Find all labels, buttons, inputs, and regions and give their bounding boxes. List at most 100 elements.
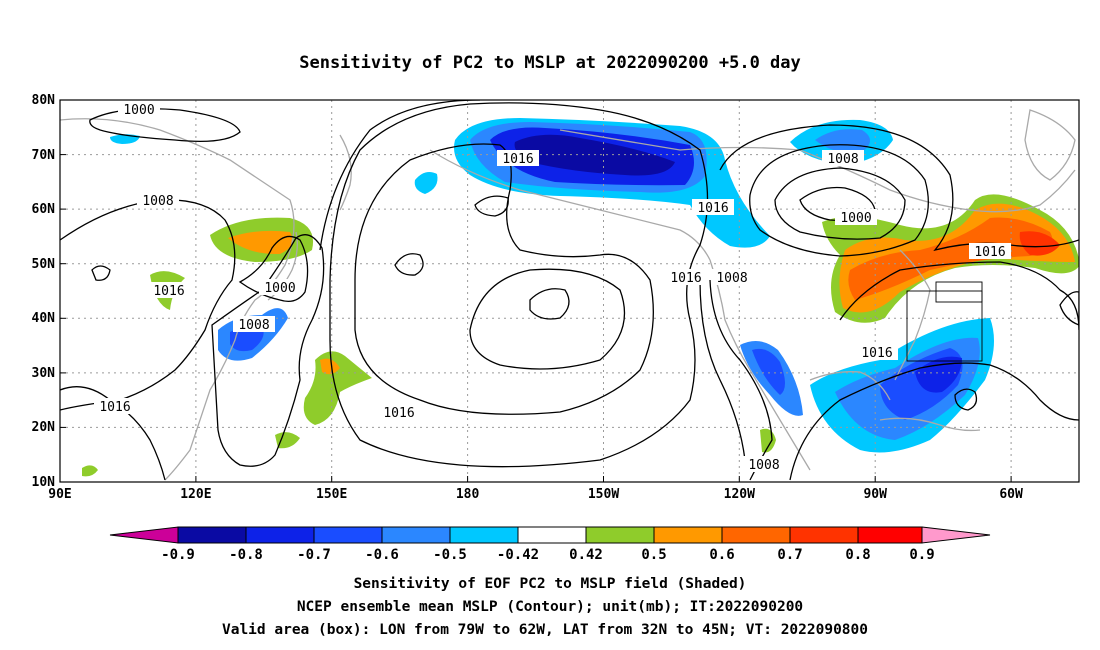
contour-label: 1016 <box>670 271 701 286</box>
sensitivity-shading <box>82 118 1079 477</box>
colorbar-label: 0.6 <box>709 547 734 563</box>
lat-tick-label: 50N <box>32 257 56 272</box>
colorbar-cell-11 <box>857 526 923 544</box>
contour-label: 1000 <box>840 211 871 226</box>
contour-label: 1008 <box>142 194 173 209</box>
lat-tick-label: 60N <box>32 202 56 217</box>
contour-label: 1016 <box>502 152 533 167</box>
caption-line-2: NCEP ensemble mean MSLP (Contour); unit(… <box>297 599 803 615</box>
colorbar-cell-10 <box>789 526 859 544</box>
coast-eastus <box>894 249 931 381</box>
lon-tick-label: 150E <box>316 487 347 502</box>
chart-title: Sensitivity of PC2 to MSLP at 2022090200… <box>299 53 801 73</box>
contour-1024-pacific <box>469 268 626 370</box>
contour-label: 1008 <box>238 318 269 333</box>
contour-label: 1008 <box>716 271 747 286</box>
lat-tick-label: 30N <box>32 366 56 381</box>
contour-label: 1016 <box>861 346 892 361</box>
contour-1016-pacific-inner <box>354 143 654 415</box>
contour-1000-asia <box>238 235 309 303</box>
contour-label: 1008 <box>748 458 779 473</box>
contour-labels: 1000 1016 1008 1008 1016 1000 1008 1016 … <box>94 101 1011 473</box>
contour-label: 1016 <box>153 284 184 299</box>
map-ticks <box>60 99 1012 483</box>
contour-label: 1008 <box>827 152 858 167</box>
contour-pacific-small1 <box>394 253 424 276</box>
colorbar-cell-6 <box>517 526 587 544</box>
map-grid <box>60 100 1079 482</box>
valid-box-tab <box>935 281 983 303</box>
map-frame <box>59 99 1080 483</box>
coast-alaska <box>429 149 711 261</box>
colorbar <box>109 526 991 544</box>
contour-1016-subtropic <box>789 362 1079 481</box>
shade-negative-canada-core <box>815 129 870 153</box>
contour-small-asia <box>91 265 111 281</box>
lat-axis-labels: 80N 70N 60N 50N 40N 30N 20N 10N <box>32 93 56 490</box>
shade-negative-small1 <box>414 172 438 194</box>
colorbar-label: 0.5 <box>641 547 666 563</box>
coast-asia <box>60 118 295 481</box>
lon-tick-label: 120E <box>180 487 211 502</box>
contour-label: 1016 <box>383 406 414 421</box>
colorbar-label: 0.7 <box>777 547 802 563</box>
colorbar-cell-5 <box>449 526 519 544</box>
caption-line-1: Sensitivity of EOF PC2 to MSLP field (Sh… <box>354 576 747 592</box>
colorbar-cell-8 <box>653 526 723 544</box>
colorbar-labels: -0.9 -0.8 -0.7 -0.6 -0.5 -0.42 0.42 0.5 … <box>161 547 935 563</box>
contour-1024-pacific-inner <box>529 288 570 320</box>
contour-1008-asia <box>211 234 325 467</box>
coast-canada-arctic <box>559 129 1076 213</box>
contour-label: 1000 <box>264 281 295 296</box>
lon-tick-label: 90E <box>48 487 71 502</box>
lon-tick-label: 150W <box>588 487 619 502</box>
contour-atlantic-low <box>954 388 978 411</box>
coast-northamerica-west <box>709 259 811 471</box>
shade-negative-mexico-core <box>752 348 785 395</box>
coastlines <box>60 109 1076 481</box>
contour-label: 1000 <box>123 103 154 118</box>
colorbar-label: -0.5 <box>433 547 467 563</box>
lat-tick-label: 70N <box>32 148 56 163</box>
shade-negative-arctic-max <box>514 134 675 176</box>
colorbar-label: -0.8 <box>229 547 263 563</box>
colorbar-label: -0.6 <box>365 547 399 563</box>
colorbar-label: -0.42 <box>497 547 539 563</box>
lon-tick-label: 180 <box>456 487 480 502</box>
colorbar-label: 0.42 <box>569 547 603 563</box>
shade-negative-gulf-max <box>915 356 962 393</box>
shade-positive-pacific2 <box>275 432 300 449</box>
lon-tick-label: 60W <box>999 487 1023 502</box>
lon-tick-label: 120W <box>724 487 755 502</box>
lon-tick-label: 90W <box>863 487 887 502</box>
contour-atlantic-high <box>1059 291 1079 326</box>
lat-tick-label: 10N <box>32 475 56 490</box>
colorbar-label: 0.9 <box>909 547 934 563</box>
colorbar-cell-0 <box>109 526 179 544</box>
contour-1008-canada <box>749 144 929 257</box>
coast-caribbean <box>879 417 981 432</box>
colorbar-cell-7 <box>585 526 655 544</box>
lat-tick-label: 40N <box>32 311 56 326</box>
caption-line-3: Valid area (box): LON from 79W to 62W, L… <box>222 622 868 638</box>
shade-positive-pacific <box>303 351 372 425</box>
coast-kamchatka <box>339 134 352 211</box>
lat-tick-label: 80N <box>32 93 56 108</box>
map-panel: 1000 1016 1008 1008 1016 1000 1008 1016 … <box>32 93 1080 502</box>
valid-area-box <box>906 281 983 362</box>
contour-1016-west <box>60 386 166 481</box>
shade-positive-atlantic-core <box>848 217 1053 300</box>
colorbar-cell-12 <box>921 526 991 544</box>
coast-gulf <box>809 371 891 401</box>
contour-1016-west-na <box>699 279 746 461</box>
coast-greenland <box>1024 109 1076 181</box>
colorbar-cell-2 <box>245 526 315 544</box>
contour-1016-atlantic <box>839 261 1079 331</box>
contour-label: 1016 <box>99 400 130 415</box>
contour-1000-canada-mid <box>774 167 906 240</box>
contour-label: 1016 <box>974 245 1005 260</box>
shade-positive-atlantic-max <box>1019 231 1060 256</box>
lat-tick-label: 20N <box>32 420 56 435</box>
colorbar-cell-9 <box>721 526 791 544</box>
